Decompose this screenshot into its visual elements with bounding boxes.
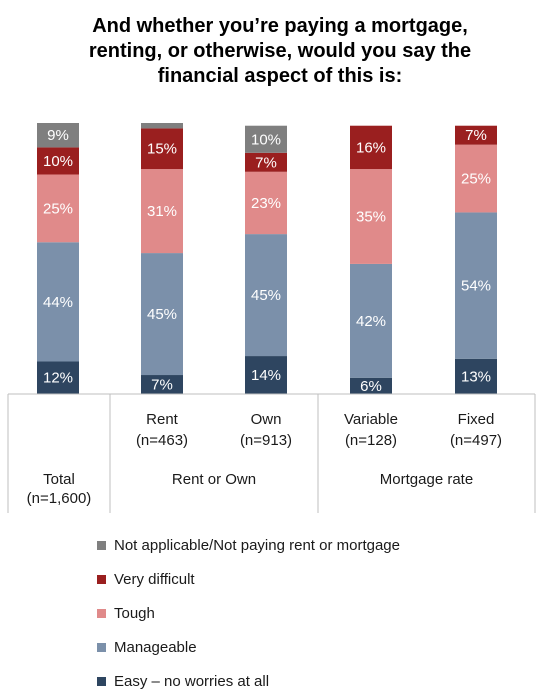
data-label-2-1: 31% [147,203,177,220]
group-label-0: Total [43,471,75,488]
category-label-2: Own [251,411,282,428]
bar-segment-1-2 [245,234,287,357]
chart-legend: Not applicable/Not paying rent or mortga… [97,528,400,698]
legend-swatch [97,642,106,652]
data-label-3-4: 7% [465,127,487,144]
legend-label: Tough [114,604,155,622]
bar-segment-4-2 [245,125,287,153]
category-n-label-4: (n=497) [450,432,502,449]
bar-segment-0-3 [350,377,392,394]
category-n-label-3: (n=128) [345,432,397,449]
bar-segment-1-3 [350,263,392,378]
bar-segment-4-1 [141,123,183,129]
category-label-4: Fixed [458,411,495,428]
legend-label: Not applicable/Not paying rent or mortga… [114,536,400,554]
group-label-2: Mortgage rate [380,471,473,488]
legend-item-4: Not applicable/Not paying rent or mortga… [97,528,400,562]
bar-segment-3-2 [245,152,287,172]
bar-segment-1-4 [455,212,497,359]
legend-swatch [97,676,106,686]
data-label-3-3: 16% [356,139,386,156]
data-label-1-2: 45% [251,287,281,304]
legend-swatch [97,608,106,618]
data-label-2-2: 23% [251,195,281,212]
bar-segment-1-1 [141,253,183,376]
data-label-1-0: 44% [43,294,73,311]
legend-item-2: Tough [97,596,400,630]
data-label-3-2: 7% [255,154,277,171]
data-label-0-2: 14% [251,367,281,384]
bar-segment-2-0 [37,174,79,243]
bar-segment-0-4 [455,358,497,394]
data-label-3-0: 10% [43,153,73,170]
bar-segment-3-3 [350,125,392,170]
bar-segment-3-4 [455,125,497,145]
group-label-1: Rent or Own [172,471,256,488]
bar-segment-0-0 [37,361,79,394]
data-label-0-1: 7% [151,377,173,394]
data-label-2-0: 25% [43,200,73,217]
chart-title-line-1: And whether you’re paying a mortgage, [92,15,468,37]
data-label-4-0: 9% [47,127,69,144]
data-label-1-1: 45% [147,306,177,323]
bar-segment-2-1 [141,169,183,254]
bar-segment-2-2 [245,171,287,235]
chart-title: And whether you’re paying a mortgage, re… [0,14,560,89]
legend-label: Easy – no worries at all [114,672,270,690]
legend-label: Very difficult [114,570,195,588]
bar-segment-2-3 [350,169,392,264]
legend-item-1: Manageable [97,630,400,664]
category-label-1: Rent [146,411,179,428]
chart-title-line-2: renting, or otherwise, would you say the [88,40,472,62]
bar-segment-2-4 [455,144,497,213]
bar-segment-4-0 [37,123,79,148]
data-label-1-3: 42% [356,313,386,330]
bar-segment-3-0 [37,147,79,175]
data-label-3-1: 15% [147,141,177,158]
category-n-label-2: (n=913) [240,432,292,449]
data-label-0-4: 13% [461,368,491,385]
legend-swatch [97,574,106,584]
category-n-label-1: (n=463) [136,432,188,449]
legend-swatch [97,540,106,550]
stacked-bar-chart: 12% 7% 14% 6% 13% 44% 45% 45% 42% 54% 25% 31% 23% 35%… [7,123,536,513]
bar-segment-3-1 [141,128,183,170]
data-label-2-4: 25% [461,171,491,188]
group-n-label-0: (n=1,600) [27,490,92,507]
legend-label: Manageable [114,638,197,656]
legend-item-3: Very difficult [97,562,400,596]
category-label-3: Variable [344,411,398,428]
data-label-0-0: 12% [43,370,73,387]
legend-item-0: Easy – no worries at all [97,664,400,698]
bar-segment-1-0 [37,242,79,362]
data-label-2-3: 35% [356,208,386,225]
data-label-0-3: 6% [360,378,382,395]
bar-segment-0-2 [245,356,287,394]
chart-title-line-3: financial aspect of this is: [157,65,403,87]
data-label-4-2: 10% [251,131,281,148]
data-label-1-4: 54% [461,278,491,295]
bar-segment-0-1 [141,375,183,394]
